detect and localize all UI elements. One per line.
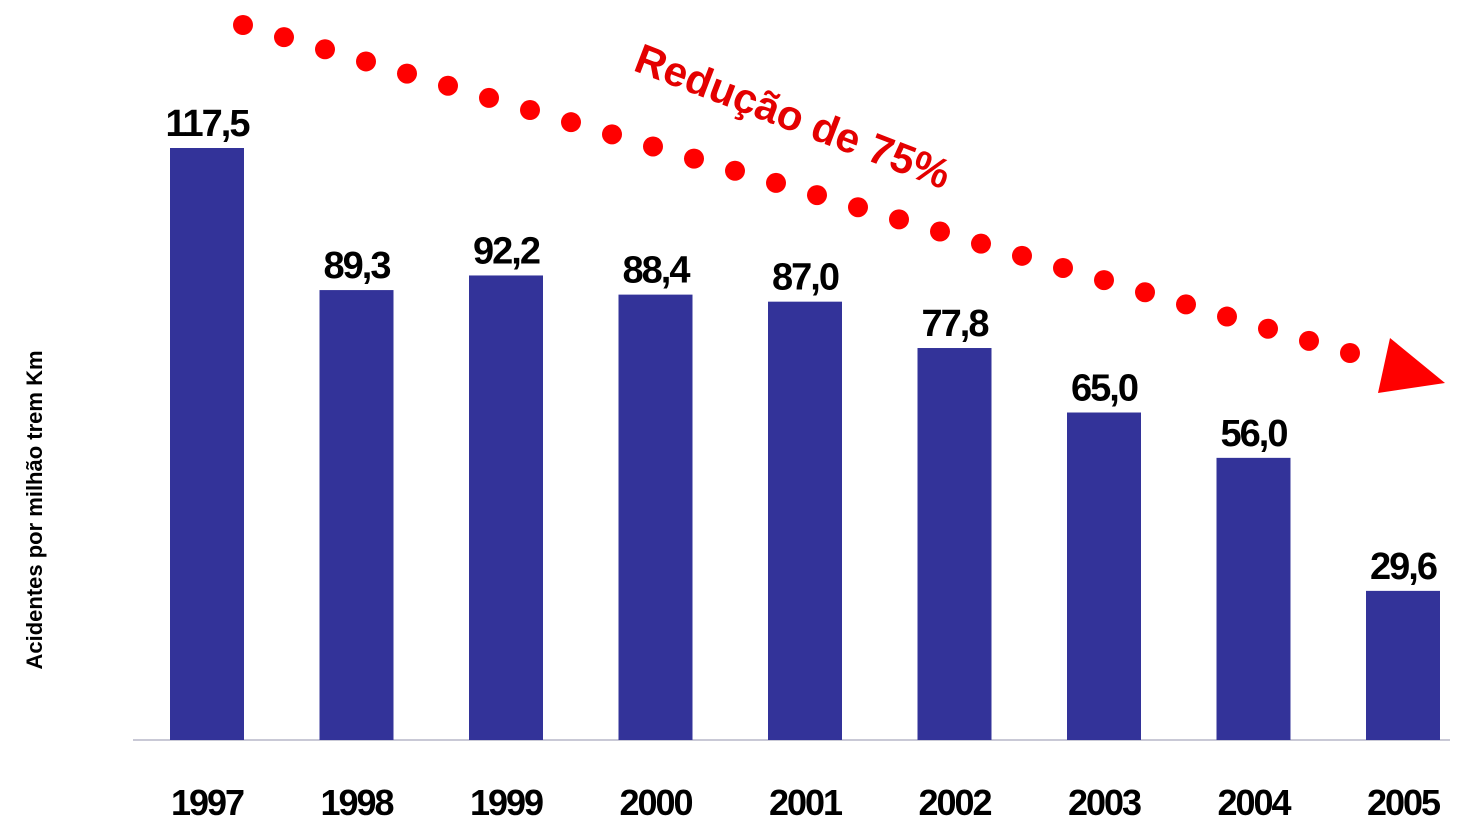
bar-2001 (768, 301, 842, 740)
bar-1998 (319, 290, 394, 740)
arrow-dot (520, 100, 540, 121)
arrow-dot (1217, 306, 1237, 327)
x-tick-1998: 1998 (320, 782, 393, 821)
arrow-dot (1053, 257, 1073, 278)
arrow-dot (561, 112, 581, 133)
arrow-dot (971, 233, 991, 254)
data-label-1997: 117,5 (166, 103, 251, 145)
data-label-2005: 29,6 (1370, 546, 1437, 588)
data-label-2004: 56,0 (1221, 413, 1288, 455)
x-tick-2000: 2000 (619, 782, 692, 821)
bar-2005 (1366, 590, 1440, 740)
arrow-dot (1258, 318, 1278, 339)
arrow-dot (1176, 294, 1196, 315)
x-tick-labels-group: 1997 1998 1999 2000 2001 2002 2003 2004 2005 (171, 782, 1443, 821)
bar-1997 (170, 148, 244, 740)
arrow-dot (1012, 245, 1032, 266)
data-label-2001: 87,0 (772, 257, 839, 299)
x-tick-2003: 2003 (1068, 782, 1141, 821)
arrow-dot (315, 39, 335, 60)
arrow-dot (479, 87, 499, 108)
bar-1999 (469, 275, 543, 740)
arrow-dot (1299, 330, 1319, 351)
bar-2004 (1216, 457, 1291, 740)
bar-2002 (917, 348, 992, 740)
bar-2000 (618, 294, 693, 740)
arrow-dot (807, 185, 827, 206)
reduction-arrow-dots (233, 15, 1360, 363)
x-tick-2002: 2002 (918, 782, 991, 821)
y-axis-title: Acidentes por milhão trem Km (22, 350, 47, 669)
x-tick-2001: 2001 (769, 782, 843, 821)
data-label-2002: 77,8 (922, 303, 989, 345)
arrow-dot (643, 136, 663, 157)
data-label-1998: 89,3 (324, 245, 391, 287)
arrow-dot (1094, 270, 1114, 291)
x-tick-2005: 2005 (1367, 782, 1441, 821)
arrow-dot (1340, 343, 1360, 363)
arrow-dot (848, 197, 868, 218)
x-tick-1999: 1999 (470, 782, 543, 821)
arrow-dot (438, 75, 458, 96)
arrow-dot (274, 27, 294, 48)
data-label-2003: 65,0 (1071, 368, 1138, 410)
arrow-dot (356, 51, 376, 72)
arrow-dot (1135, 282, 1155, 303)
arrow-dot (602, 124, 622, 145)
data-label-2000: 88,4 (623, 250, 691, 292)
arrow-dot (684, 148, 704, 169)
arrow-dot (397, 63, 417, 84)
bars-group (170, 148, 1440, 740)
arrow-dot (725, 160, 745, 181)
arrow-dot (930, 221, 950, 242)
reduction-annotation: Redução de 75% (629, 35, 957, 199)
reduction-arrow-head (1378, 338, 1445, 393)
data-label-1999: 92,2 (473, 230, 540, 272)
data-labels-group: 117,5 89,3 92,2 88,4 87,0 77,8 65,0 56,0 29,6 (166, 103, 1439, 588)
bar-2003 (1067, 412, 1141, 740)
arrow-dot (233, 15, 253, 35)
arrow-dot (889, 209, 909, 230)
x-tick-2004: 2004 (1217, 782, 1291, 821)
x-tick-1997: 1997 (171, 782, 244, 821)
arrow-dot (766, 172, 786, 193)
